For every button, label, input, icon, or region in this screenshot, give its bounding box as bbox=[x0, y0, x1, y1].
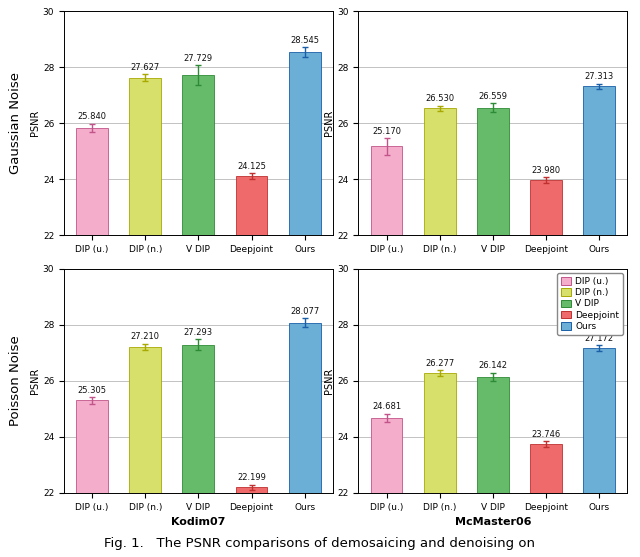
Bar bbox=[236, 176, 268, 557]
Text: Fig. 1.   The PSNR comparisons of demosaicing and denoising on: Fig. 1. The PSNR comparisons of demosaic… bbox=[104, 536, 536, 550]
Bar bbox=[76, 128, 108, 557]
Text: 27.627: 27.627 bbox=[131, 63, 160, 72]
Text: 27.210: 27.210 bbox=[131, 333, 160, 341]
Text: Gaussian Noise: Gaussian Noise bbox=[10, 72, 22, 174]
Bar bbox=[583, 86, 615, 557]
X-axis label: McMaster06: McMaster06 bbox=[454, 517, 531, 527]
Bar bbox=[371, 418, 403, 557]
Bar bbox=[477, 108, 509, 557]
Bar bbox=[236, 487, 268, 557]
Bar bbox=[424, 109, 456, 557]
Bar bbox=[371, 146, 403, 557]
Text: 27.729: 27.729 bbox=[184, 53, 213, 63]
Text: 25.840: 25.840 bbox=[77, 113, 107, 121]
Bar bbox=[289, 52, 321, 557]
Text: 23.746: 23.746 bbox=[531, 430, 561, 439]
Legend: DIP (u.), DIP (n.), V DIP, Deepjoint, Ours: DIP (u.), DIP (n.), V DIP, Deepjoint, Ou… bbox=[557, 273, 623, 335]
Text: 26.277: 26.277 bbox=[425, 359, 454, 368]
Y-axis label: PSNR: PSNR bbox=[324, 110, 335, 136]
Text: 22.199: 22.199 bbox=[237, 473, 266, 482]
Text: 28.545: 28.545 bbox=[290, 36, 319, 45]
Text: 26.530: 26.530 bbox=[425, 94, 454, 104]
Text: 28.077: 28.077 bbox=[290, 307, 319, 316]
Bar bbox=[530, 444, 562, 557]
Text: 23.980: 23.980 bbox=[531, 166, 561, 175]
Text: 27.172: 27.172 bbox=[584, 334, 614, 343]
X-axis label: Kodim07: Kodim07 bbox=[172, 517, 225, 527]
Text: Poisson Noise: Poisson Noise bbox=[10, 335, 22, 426]
Bar bbox=[182, 75, 214, 557]
Text: 25.170: 25.170 bbox=[372, 127, 401, 136]
Y-axis label: PSNR: PSNR bbox=[30, 110, 40, 136]
Bar bbox=[289, 323, 321, 557]
Bar bbox=[583, 348, 615, 557]
Bar bbox=[530, 180, 562, 557]
Text: 27.293: 27.293 bbox=[184, 328, 213, 337]
Text: 24.125: 24.125 bbox=[237, 162, 266, 171]
Bar bbox=[477, 377, 509, 557]
Bar bbox=[424, 373, 456, 557]
Y-axis label: PSNR: PSNR bbox=[324, 368, 335, 394]
Text: 27.313: 27.313 bbox=[584, 72, 614, 81]
Text: 26.559: 26.559 bbox=[478, 92, 508, 101]
Text: 24.681: 24.681 bbox=[372, 402, 401, 412]
Text: 25.305: 25.305 bbox=[77, 385, 107, 395]
Bar bbox=[182, 345, 214, 557]
Bar bbox=[129, 347, 161, 557]
Bar bbox=[129, 77, 161, 557]
Bar bbox=[76, 400, 108, 557]
Y-axis label: PSNR: PSNR bbox=[30, 368, 40, 394]
Text: 26.142: 26.142 bbox=[478, 361, 508, 370]
